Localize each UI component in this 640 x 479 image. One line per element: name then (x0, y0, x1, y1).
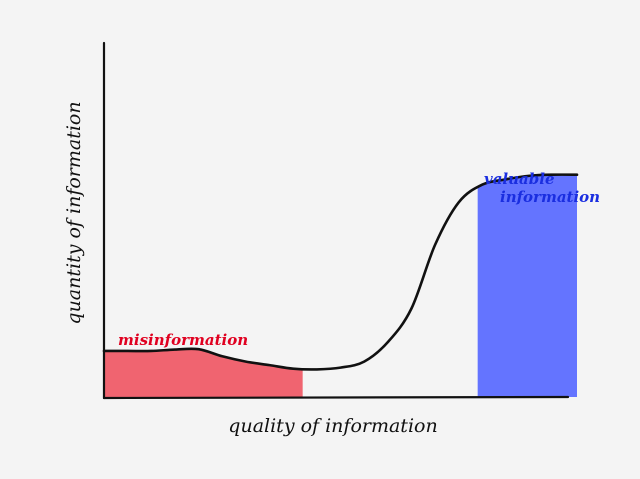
y-axis-label: quantity of information (63, 101, 85, 324)
x-axis-label: quality of information (228, 415, 437, 437)
x-axis (102, 395, 570, 400)
region-valuable-information (477, 174, 577, 397)
data-curve (102, 173, 579, 371)
valuable-label-line1: valuable (484, 170, 555, 188)
region-misinformation (104, 349, 303, 397)
misinformation-label: misinformation (118, 331, 248, 349)
valuable-label-line2: information (500, 188, 600, 206)
regions-layer (104, 174, 577, 397)
